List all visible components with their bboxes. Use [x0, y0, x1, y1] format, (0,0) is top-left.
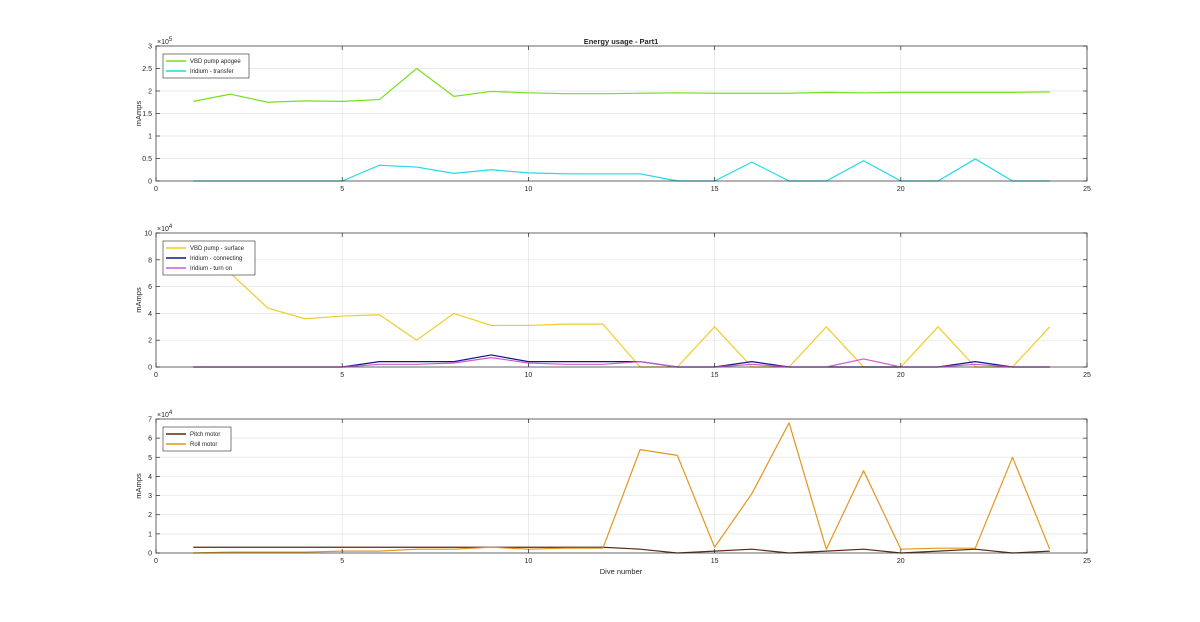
y-tick-label: 1	[148, 531, 152, 538]
plot-area	[156, 233, 1087, 367]
series-line	[192, 248, 1051, 368]
legend-label: Iridium - transfer	[190, 69, 234, 75]
y-exponent-value: 5	[169, 37, 173, 43]
axes-box	[155, 418, 1088, 554]
y-tick-label: 0.5	[142, 156, 152, 163]
axes-box	[155, 232, 1088, 368]
legend-label: Iridium - turn on	[190, 266, 232, 272]
y-tick-label: 0	[148, 179, 152, 186]
y-tick-label: 3	[148, 493, 152, 500]
y-tick-label: 3	[148, 44, 152, 51]
y-axis-label: mAmps	[134, 287, 143, 313]
y-axis-label: mAmps	[134, 473, 143, 499]
figure-title: Energy usage - Part1	[584, 37, 659, 46]
series-line	[193, 67, 1050, 103]
x-tick-label: 0	[154, 372, 158, 379]
y-tick-label: 0	[148, 551, 152, 558]
panel-1: 0 5 10 15 20 25 0 0.5 1 1.5 2 2.5 3 ×105 mAmps VBD pump…	[134, 37, 1091, 193]
legend-label: Iridium - connecting	[190, 256, 242, 262]
x-tick-label: 20	[897, 372, 905, 379]
y-tick-label: 1.5	[142, 111, 152, 118]
y-tick-label: 6	[148, 436, 152, 443]
y-tick-label: 2.5	[142, 66, 152, 73]
y-exponent-value: 4	[169, 410, 173, 416]
y-tick-label: 2	[148, 338, 152, 345]
legend-box	[162, 426, 232, 452]
series-line	[193, 422, 1051, 554]
legend-label: VBD pump apogee	[190, 59, 241, 65]
y-tick-label: 7	[148, 417, 152, 424]
x-tick-label: 15	[711, 558, 719, 565]
y-exponent-label: ×105	[157, 37, 173, 46]
x-tick-label: 25	[1083, 186, 1091, 193]
panel-2: 0 5 10 15 20 25 0 2 4 6 8 10 ×104 mAmps VBD pump - sur…	[134, 224, 1091, 379]
x-tick-label: 0	[154, 186, 158, 193]
x-tick-label: 10	[525, 372, 533, 379]
legend-label: Pitch motor	[190, 432, 220, 438]
y-tick-label: 5	[148, 455, 152, 462]
panel-3: 0 5 10 15 20 25 0 1 2 3 4 5 6 7 ×104 mAmps Pitch motor Ro…	[134, 410, 1091, 565]
legend: VBD pump apogee Iridium - transfer	[162, 53, 250, 79]
x-tick-label: 15	[711, 186, 719, 193]
y-tick-label: 4	[148, 474, 152, 481]
y-tick-label: 6	[148, 284, 152, 291]
y-exponent-label: ×104	[157, 410, 173, 419]
legend-label: VBD pump - surface	[190, 246, 245, 252]
x-tick-label: 10	[525, 186, 533, 193]
legend: VBD pump - surface Iridium - connecting Ir…	[162, 240, 256, 276]
x-tick-label: 15	[711, 372, 719, 379]
y-tick-label: 2	[148, 89, 152, 96]
legend-box	[162, 53, 250, 79]
x-tick-label: 10	[525, 558, 533, 565]
legend: Pitch motor Roll motor	[162, 426, 232, 452]
x-tick-label: 5	[340, 186, 344, 193]
plot-area	[156, 419, 1087, 553]
x-tick-label: 5	[340, 558, 344, 565]
x-tick-label: 0	[154, 558, 158, 565]
x-tick-label: 5	[340, 372, 344, 379]
y-tick-label: 8	[148, 257, 152, 264]
y-tick-label: 2	[148, 512, 152, 519]
y-exponent-value: 4	[169, 224, 173, 230]
y-axis-label: mAmps	[134, 101, 143, 127]
y-tick-label: 1	[148, 134, 152, 141]
y-tick-label: 4	[148, 311, 152, 318]
x-tick-label: 20	[897, 186, 905, 193]
x-tick-label: 20	[897, 558, 905, 565]
y-tick-label: 0	[148, 365, 152, 372]
x-axis-label: Dive number	[600, 567, 643, 576]
x-tick-label: 25	[1083, 372, 1091, 379]
legend-label: Roll motor	[190, 442, 217, 448]
x-tick-label: 25	[1083, 558, 1091, 565]
y-tick-label: 10	[144, 231, 152, 238]
y-exponent-label: ×104	[157, 224, 173, 233]
